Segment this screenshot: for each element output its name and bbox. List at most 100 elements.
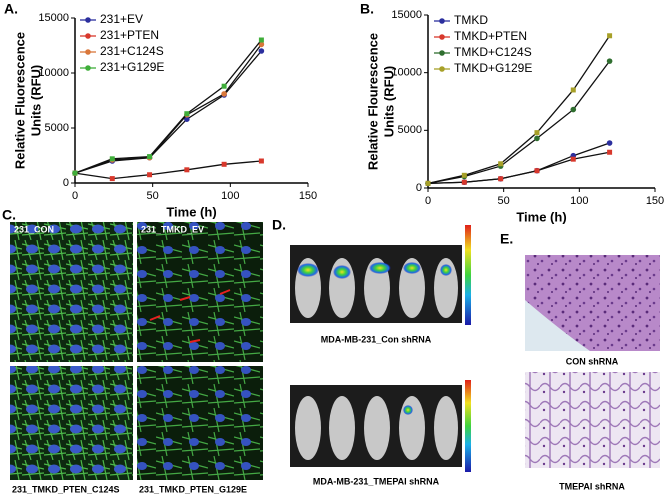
panel-e: E. CON shRNA TMEPAI shRNA	[500, 231, 660, 491]
legend-label: 231+C124S	[100, 44, 164, 58]
panel-label: D.	[272, 217, 286, 233]
x-tick-label: 150	[646, 195, 664, 207]
histology	[525, 372, 660, 468]
series-line	[427, 35, 611, 185]
legend-marker	[85, 49, 91, 55]
colorbar	[465, 380, 471, 472]
caption: CON shRNA	[566, 356, 619, 366]
x-axis-label: Time (h)	[516, 209, 566, 224]
x-tick-label: 50	[147, 190, 159, 202]
y-tick-label: 5000	[45, 122, 69, 134]
panel-label: E.	[500, 231, 513, 247]
histology-bg	[525, 300, 590, 351]
marker	[184, 111, 190, 117]
y-axis-label: Units (RFU)	[381, 66, 396, 138]
legend-label: 231+PTEN	[100, 28, 159, 42]
panel-d: D. MDA-MB-231_Con shRNA MDA-MB-231_TMEPA…	[272, 217, 471, 486]
marker	[72, 170, 78, 176]
marker	[534, 168, 540, 174]
marker	[258, 48, 265, 54]
chart: 0 5000 10000 15000 0 50 100 150 Time (h) Relative…	[4, 1, 317, 220]
marker	[184, 116, 190, 122]
marker	[607, 33, 613, 39]
marker	[498, 176, 504, 182]
legend-marker	[439, 34, 445, 40]
image-label: 231_TMKD_EV	[141, 224, 204, 234]
marker	[184, 167, 190, 173]
chart: 0 5000 10000 15000 0 50 100 150 Time (h) Relative…	[360, 1, 664, 225]
panel-c: C. 231_CON 231_TMKD_EV 231_TMKD_PTEN_C12…	[2, 207, 263, 494]
legend-marker	[85, 17, 91, 23]
marker	[498, 161, 504, 167]
legend-label: TMKD+PTEN	[454, 29, 527, 43]
marker	[607, 149, 613, 155]
marker	[109, 156, 115, 162]
y-axis-label: Relative Fluorescence	[12, 32, 27, 169]
series-line	[427, 151, 610, 185]
legend-label: 231+EV	[100, 12, 143, 26]
marker	[534, 135, 540, 142]
micrograph	[137, 366, 263, 480]
legend-marker	[439, 18, 445, 24]
signal	[297, 262, 452, 415]
legend-marker	[85, 33, 91, 39]
series-line	[427, 60, 611, 185]
marker	[221, 91, 227, 97]
panel-label: B.	[360, 1, 374, 17]
marker	[534, 130, 540, 136]
legend-label: TMKD+C124S	[454, 45, 532, 59]
marker	[147, 154, 153, 160]
legend-label: TMKD+G129E	[454, 61, 532, 75]
panel-label: C.	[2, 207, 16, 223]
y-tick-label: 15000	[38, 12, 69, 24]
marker	[109, 176, 115, 182]
legend-label: 231+G129E	[100, 60, 164, 74]
y-axis-label: Units (RFU)	[28, 65, 43, 137]
marker	[147, 172, 153, 178]
image-label: 231_TMKD_PTEN_G129E	[139, 484, 247, 494]
marker	[570, 156, 576, 162]
legend-label: TMKD	[454, 13, 488, 27]
marker	[258, 41, 265, 48]
image-label: 231_TMKD_PTEN_C124S	[12, 484, 120, 494]
marker	[570, 106, 577, 113]
series-line	[74, 44, 262, 174]
micrograph	[137, 222, 263, 362]
marker	[258, 158, 264, 164]
x-tick-label: 50	[498, 195, 510, 207]
x-tick-label: 0	[425, 195, 431, 207]
micrograph	[10, 222, 133, 362]
y-tick-label: 0	[63, 177, 69, 189]
caption: MDA-MB-231_Con shRNA	[321, 334, 432, 344]
marker	[606, 58, 613, 64]
x-tick-label: 100	[570, 195, 588, 207]
y-tick-label: 15000	[391, 9, 422, 21]
marker	[461, 179, 467, 185]
x-tick-label: 100	[221, 190, 239, 202]
marker	[221, 83, 227, 89]
series-line	[74, 39, 262, 174]
x-tick-label: 0	[72, 190, 78, 202]
marker	[221, 161, 227, 167]
x-tick-label: 150	[299, 190, 317, 202]
legend-marker	[439, 50, 445, 56]
marker	[606, 140, 613, 146]
series-line	[74, 160, 262, 180]
caption: TMEPAI shRNA	[559, 481, 625, 491]
caption: MDA-MB-231_TMEPAI shRNA	[313, 476, 440, 486]
y-tick-label: 10000	[391, 67, 422, 79]
y-tick-label: 5000	[398, 124, 422, 136]
micrograph	[10, 366, 133, 480]
colorbar	[465, 225, 471, 325]
marker	[570, 87, 576, 93]
marker	[461, 172, 467, 178]
marker	[425, 180, 431, 186]
image-label: 231_CON	[14, 224, 54, 234]
arrow	[149, 289, 231, 343]
y-axis-label: Relative Flourescence	[365, 33, 380, 170]
panel-label: A.	[4, 1, 18, 17]
y-tick-label: 0	[416, 182, 422, 194]
legend-marker	[85, 65, 91, 71]
